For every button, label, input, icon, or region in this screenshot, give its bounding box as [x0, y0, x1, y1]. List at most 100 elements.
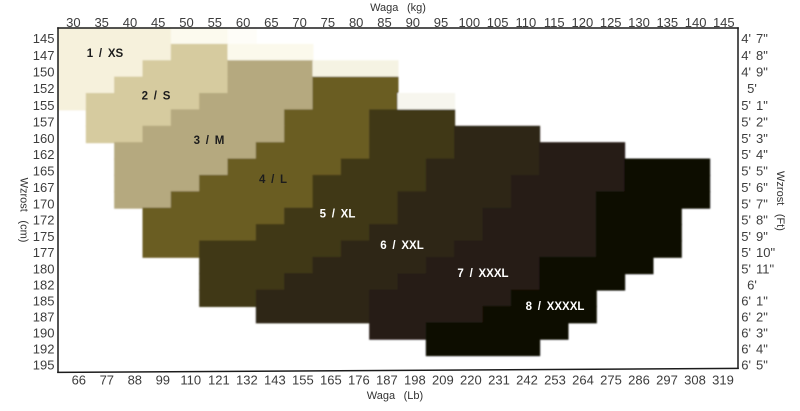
svg-text:5 / XL: 5 / XL: [320, 209, 356, 221]
svg-text:165: 165: [33, 164, 55, 179]
svg-text:187: 187: [33, 310, 55, 325]
svg-text:70: 70: [292, 15, 306, 30]
svg-text:121: 121: [208, 373, 230, 388]
svg-text:5': 5': [747, 81, 757, 96]
svg-text:99: 99: [156, 373, 170, 388]
svg-text:231: 231: [488, 373, 510, 388]
svg-text:7": 7": [756, 196, 768, 211]
svg-text:100: 100: [458, 15, 480, 30]
svg-text:2": 2": [756, 310, 768, 325]
svg-text:192: 192: [33, 342, 55, 357]
svg-text:4": 4": [756, 147, 768, 162]
svg-text:132: 132: [236, 373, 258, 388]
svg-text:187: 187: [376, 373, 398, 388]
svg-text:5": 5": [756, 164, 768, 179]
svg-text:Waga (kg): Waga (kg): [370, 2, 426, 14]
svg-text:4": 4": [756, 342, 768, 357]
svg-text:5': 5': [741, 196, 751, 211]
svg-text:3 / M: 3 / M: [194, 135, 225, 147]
svg-text:242: 242: [516, 373, 538, 388]
svg-text:5': 5': [741, 245, 751, 260]
svg-text:1": 1": [756, 294, 768, 309]
svg-text:147: 147: [33, 48, 55, 63]
svg-text:40: 40: [123, 15, 137, 30]
svg-text:11": 11": [756, 261, 774, 276]
svg-text:110: 110: [180, 373, 201, 388]
svg-text:7 / XXXL: 7 / XXXL: [457, 268, 508, 280]
svg-text:5': 5': [741, 213, 751, 228]
svg-text:5': 5': [741, 164, 751, 179]
svg-text:5': 5': [741, 114, 751, 129]
svg-text:264: 264: [572, 373, 594, 388]
svg-text:6': 6': [741, 310, 751, 325]
svg-text:95: 95: [434, 15, 448, 30]
svg-text:4 / L: 4 / L: [259, 174, 287, 186]
svg-text:167: 167: [33, 180, 55, 195]
svg-text:66: 66: [72, 373, 86, 388]
svg-text:172: 172: [33, 213, 55, 228]
svg-text:155: 155: [33, 98, 55, 113]
svg-text:135: 135: [656, 15, 678, 30]
svg-text:35: 35: [94, 15, 108, 30]
svg-text:6': 6': [741, 294, 751, 309]
svg-text:2 / S: 2 / S: [142, 91, 171, 103]
svg-text:130: 130: [628, 15, 650, 30]
svg-text:6": 6": [756, 180, 768, 195]
svg-text:165: 165: [320, 373, 342, 388]
svg-text:175: 175: [33, 229, 55, 244]
svg-text:10": 10": [756, 245, 775, 260]
svg-text:177: 177: [33, 245, 55, 260]
svg-text:253: 253: [544, 373, 566, 388]
svg-text:162: 162: [33, 147, 55, 162]
svg-text:5": 5": [756, 357, 768, 372]
svg-text:297: 297: [656, 373, 678, 388]
svg-text:220: 220: [460, 373, 482, 388]
svg-text:198: 198: [404, 373, 426, 388]
svg-text:275: 275: [600, 373, 622, 388]
svg-text:286: 286: [628, 373, 650, 388]
svg-text:140: 140: [685, 15, 707, 30]
svg-text:120: 120: [572, 15, 594, 30]
svg-text:5': 5': [741, 98, 751, 113]
svg-text:88: 88: [128, 373, 142, 388]
svg-text:Wzrost (Ft): Wzrost (Ft): [774, 171, 786, 231]
svg-text:110: 110: [516, 15, 537, 30]
svg-text:2": 2": [756, 114, 768, 129]
svg-text:145: 145: [713, 15, 735, 30]
svg-text:77: 77: [100, 373, 114, 388]
svg-text:180: 180: [33, 261, 55, 276]
svg-text:85: 85: [377, 15, 391, 30]
svg-text:45: 45: [151, 15, 165, 30]
svg-text:182: 182: [33, 277, 55, 292]
svg-text:80: 80: [349, 15, 363, 30]
svg-text:6': 6': [741, 342, 751, 357]
svg-text:5': 5': [741, 229, 751, 244]
svg-text:1": 1": [756, 98, 768, 113]
svg-text:7": 7": [756, 31, 768, 46]
svg-text:185: 185: [33, 294, 55, 309]
svg-text:4': 4': [741, 48, 751, 63]
svg-text:150: 150: [33, 65, 55, 80]
svg-text:152: 152: [33, 81, 55, 96]
svg-text:190: 190: [33, 326, 55, 341]
svg-text:65: 65: [264, 15, 278, 30]
svg-text:5': 5': [741, 147, 751, 162]
svg-text:9": 9": [756, 229, 768, 244]
svg-text:170: 170: [33, 196, 55, 211]
svg-text:Wzrost (cm): Wzrost (cm): [18, 178, 30, 243]
svg-text:75: 75: [321, 15, 335, 30]
svg-text:8": 8": [756, 213, 768, 228]
svg-text:176: 176: [348, 373, 370, 388]
svg-text:1 / XS: 1 / XS: [87, 48, 124, 60]
svg-text:8": 8": [756, 48, 768, 63]
svg-text:60: 60: [236, 15, 250, 30]
svg-text:209: 209: [432, 373, 454, 388]
svg-text:6': 6': [741, 357, 751, 372]
svg-text:50: 50: [179, 15, 193, 30]
svg-text:145: 145: [33, 31, 55, 46]
svg-text:30: 30: [66, 15, 80, 30]
svg-text:8 / XXXXL: 8 / XXXXL: [526, 301, 585, 313]
svg-text:5': 5': [741, 180, 751, 195]
svg-text:105: 105: [487, 15, 509, 30]
svg-text:90: 90: [406, 15, 420, 30]
